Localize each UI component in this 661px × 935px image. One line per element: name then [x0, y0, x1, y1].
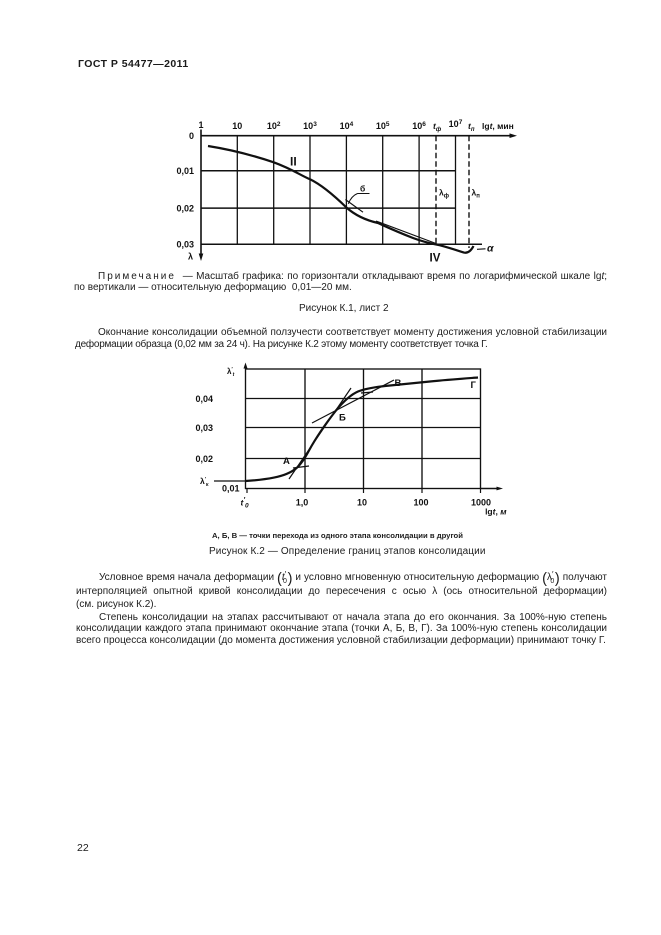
- svg-text:II: II: [290, 155, 297, 169]
- svg-text:λ′к: λ′к: [200, 476, 209, 488]
- svg-text:1: 1: [198, 120, 203, 130]
- svg-text:100: 100: [413, 498, 428, 508]
- svg-text:0,01: 0,01: [176, 166, 194, 176]
- svg-text:λп: λп: [472, 188, 481, 200]
- svg-text:Г: Г: [471, 380, 477, 391]
- svg-text:λф: λф: [439, 188, 449, 200]
- svg-text:0,04: 0,04: [195, 394, 213, 404]
- svg-text:λ′t: λ′t: [227, 367, 235, 378]
- svg-text:t′0: t′0: [241, 497, 250, 510]
- svg-text:104: 104: [340, 121, 354, 131]
- svg-text:Б: Б: [339, 413, 346, 424]
- svg-text:0,02: 0,02: [176, 204, 194, 214]
- svg-text:106: 106: [412, 121, 426, 131]
- svg-text:0: 0: [189, 131, 194, 141]
- svg-text:А: А: [283, 456, 290, 467]
- svg-text:tп: tп: [468, 121, 475, 133]
- svg-text:105: 105: [376, 121, 390, 131]
- svg-text:10: 10: [232, 121, 242, 131]
- svg-text:λ: λ: [188, 252, 193, 262]
- svg-text:б: б: [360, 184, 365, 194]
- svg-text:0,01: 0,01: [222, 484, 240, 494]
- svg-text:10: 10: [357, 498, 367, 508]
- svg-text:tф: tф: [433, 121, 442, 133]
- svg-text:lgt, мин: lgt, мин: [482, 121, 514, 131]
- svg-text:α: α: [487, 243, 494, 255]
- svg-text:107: 107: [449, 119, 463, 129]
- svg-text:1,0: 1,0: [296, 498, 309, 508]
- svg-text:IV: IV: [430, 253, 441, 265]
- svg-text:В: В: [395, 378, 402, 389]
- svg-text:103: 103: [303, 121, 317, 131]
- svg-text:1000: 1000: [471, 498, 491, 508]
- svg-text:lgt, м: lgt, м: [485, 507, 507, 517]
- svg-text:0,03: 0,03: [195, 423, 213, 433]
- svg-text:0,02: 0,02: [195, 454, 213, 464]
- svg-text:102: 102: [267, 121, 281, 131]
- svg-text:0,03: 0,03: [176, 240, 194, 250]
